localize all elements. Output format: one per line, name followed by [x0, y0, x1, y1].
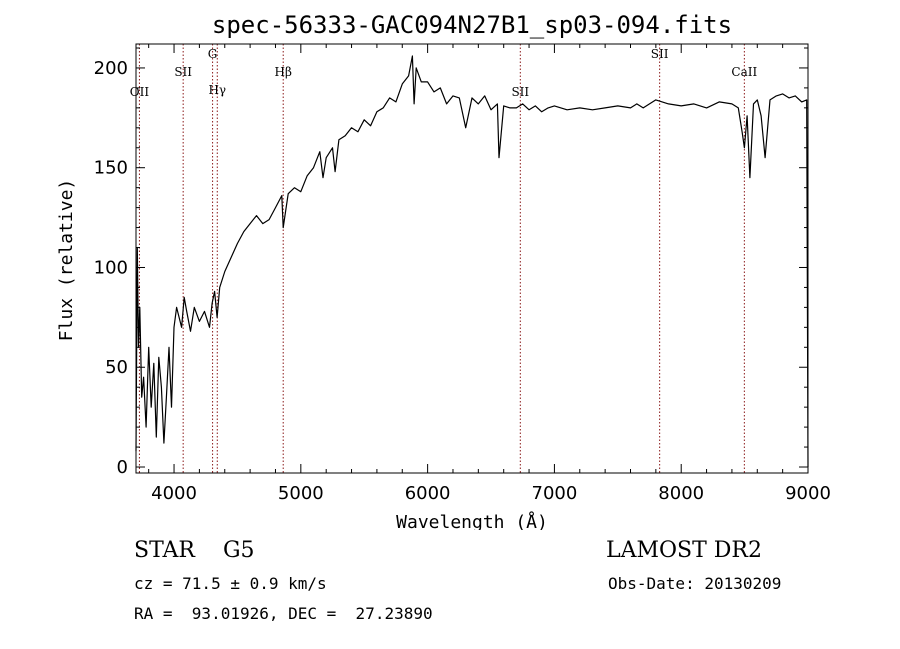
chart-title: spec-56333-GAC094N27B1_sp03-094.fits	[212, 11, 732, 39]
y-tick-label-0: 0	[117, 457, 128, 478]
spectrum-chart: spec-56333-GAC094N27B1_sp03-094.fits OII S…	[56, 11, 831, 533]
spectral-line-label-6: SII	[651, 47, 669, 61]
spectral-line-label-2: Hγ	[208, 83, 226, 97]
x-tick-label-1: 5000	[278, 483, 324, 504]
x-tick-label-4: 8000	[658, 483, 704, 504]
spectral-line-label-1: SII	[174, 65, 192, 79]
spectral-line-label-3: G	[208, 47, 218, 61]
x-tick-label-3: 7000	[532, 483, 578, 504]
spectrum-trace	[135, 55, 809, 468]
coordinates-label: RA = 93.01926, DEC = 27.23890	[134, 604, 433, 623]
y-tick-label-2: 100	[94, 257, 128, 278]
x-axis-label: Wavelength (Å)	[396, 511, 548, 530]
y-tick-label-4: 200	[94, 58, 128, 79]
velocity-label: cz = 71.5 ± 0.9 km/s	[134, 574, 327, 593]
obs-date-label: Obs-Date: 20130209	[608, 574, 782, 593]
y-axis-label: Flux (relative)	[56, 179, 77, 342]
x-tick-label-5: 9000	[785, 483, 831, 504]
x-tick-label-0: 4000	[151, 483, 197, 504]
object-class-label: STAR G5	[134, 538, 255, 563]
y-tick-label-1: 50	[105, 357, 128, 378]
spectral-line-label-0: OII	[130, 85, 150, 99]
x-tick-label-2: 6000	[405, 483, 451, 504]
plot-frame	[135, 43, 809, 474]
spectral-line-label-7: CaII	[731, 65, 757, 79]
survey-label: LAMOST DR2	[606, 538, 762, 563]
spectral-line-label-4: Hβ	[275, 65, 292, 79]
y-tick-label-3: 150	[94, 158, 128, 179]
spectral-line-label-5: SII	[511, 85, 529, 99]
